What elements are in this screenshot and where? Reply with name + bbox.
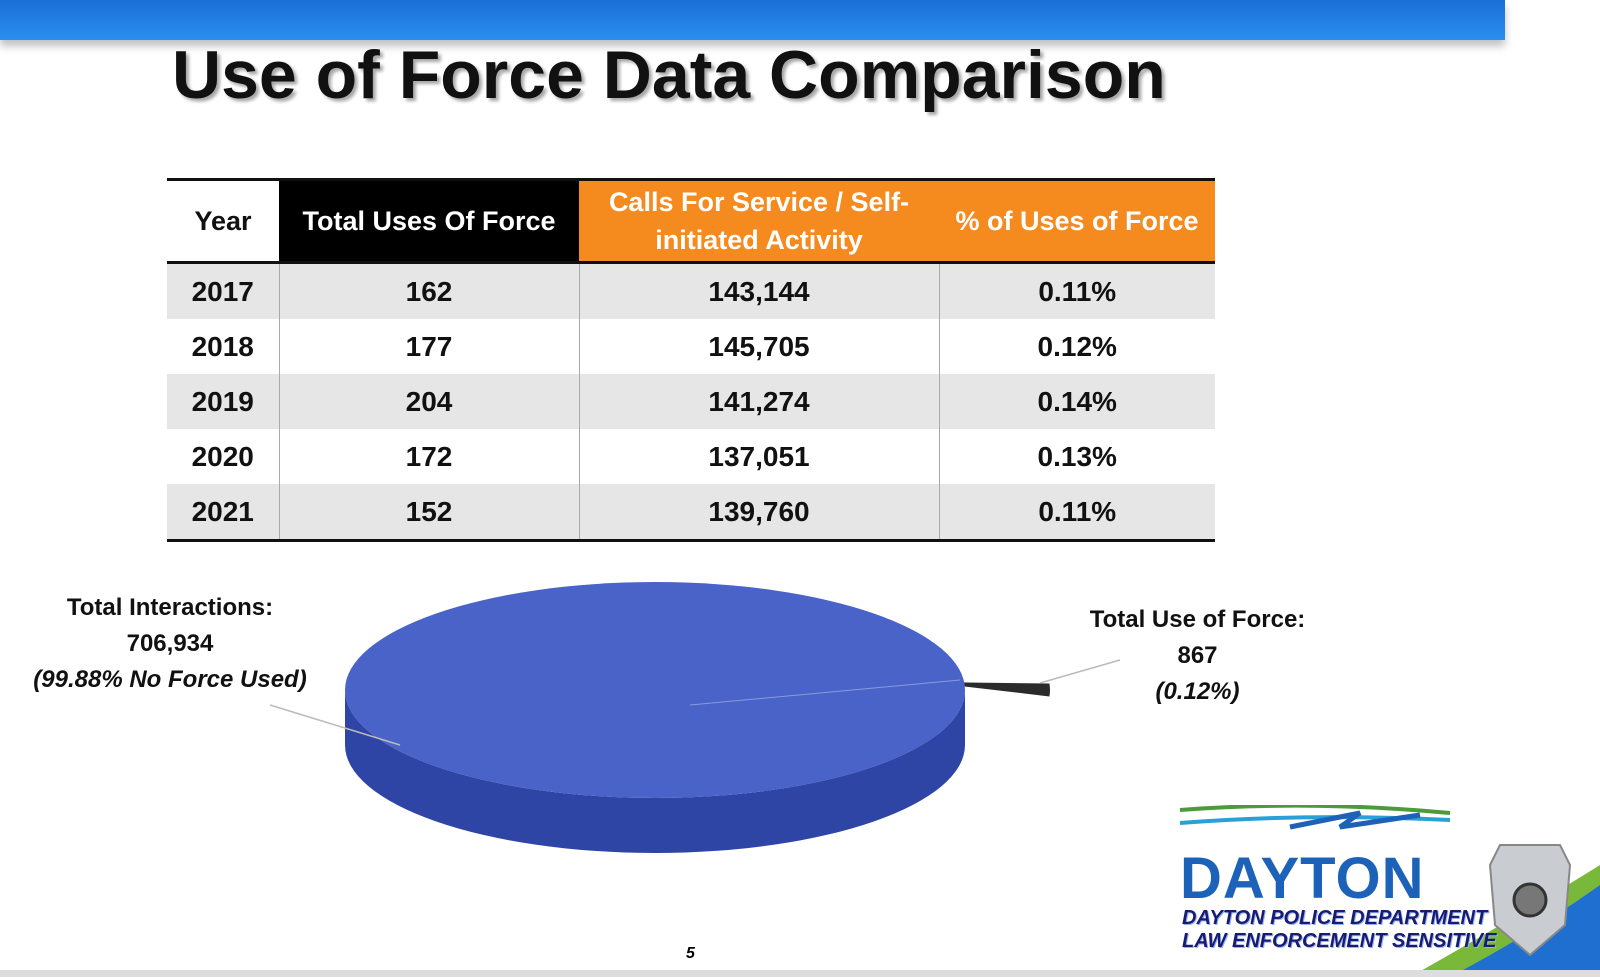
slice-name: Total Use of Force: — [1089, 606, 1306, 633]
dayton-police-logo: DAYTON DAYTON POLICE DEPARTMENT LAW ENFO… — [1160, 805, 1600, 977]
use-of-force-table: Year Total Uses Of Force Calls For Servi… — [167, 178, 1215, 542]
cell-total-uses: 204 — [278, 374, 579, 429]
table-row: 2020 172 137,051 0.13% — [167, 429, 1215, 484]
top-banner — [0, 0, 1505, 40]
slice-value: 706,934 — [126, 630, 214, 657]
cell-calls: 145,705 — [578, 319, 939, 374]
header-year: Year — [167, 179, 279, 263]
slice-percent: (99.88% No Force Used) — [33, 666, 307, 693]
table-row: 2019 204 141,274 0.14% — [167, 374, 1215, 429]
cell-percent: 0.13% — [938, 429, 1215, 484]
table-row: 2017 162 143,144 0.11% — [167, 262, 1215, 319]
slice-name: Total Interactions: — [66, 594, 274, 621]
table-row: 2021 152 139,760 0.11% — [167, 484, 1215, 541]
cell-percent: 0.12% — [938, 319, 1215, 374]
leader-line-interactions-inner — [689, 679, 961, 706]
cell-percent: 0.14% — [938, 374, 1215, 429]
logo-line1: DAYTON POLICE DEPARTMENT — [1182, 907, 1488, 929]
cell-year: 2019 — [167, 374, 279, 429]
label-total-use-of-force: Total Use of Force: 867 (0.12%) — [1070, 602, 1325, 710]
leader-line-use-of-force — [1039, 659, 1121, 684]
pie-slice-side-interactions — [345, 690, 965, 853]
label-total-interactions: Total Interactions: 706,934 (99.88% No F… — [30, 590, 310, 698]
table-row: 2018 177 145,705 0.12% — [167, 319, 1215, 374]
cell-year: 2018 — [167, 319, 279, 374]
cell-total-uses: 162 — [278, 262, 579, 319]
cell-year: 2017 — [167, 262, 279, 319]
logo-wordmark: DAYTON — [1180, 846, 1425, 911]
cell-calls: 141,274 — [578, 374, 939, 429]
footer-bar — [0, 970, 1600, 977]
cell-total-uses: 177 — [278, 319, 579, 374]
slide-title: Use of Force Data Comparison — [172, 37, 1166, 113]
header-calls: Calls For Service / Self-initiated Activ… — [579, 179, 939, 263]
cell-calls: 143,144 — [578, 262, 939, 319]
cell-calls: 137,051 — [578, 429, 939, 484]
cell-total-uses: 172 — [278, 429, 579, 484]
cell-percent: 0.11% — [938, 484, 1215, 541]
logo-graphic — [1179, 805, 1600, 977]
cell-percent: 0.11% — [938, 262, 1215, 319]
cell-year: 2020 — [167, 429, 279, 484]
leader-line-interactions — [269, 704, 401, 746]
logo-line2: LAW ENFORCEMENT SENSITIVE — [1182, 930, 1497, 952]
header-percent: % of Uses of Force — [939, 179, 1215, 263]
slice-percent: (0.12%) — [1155, 678, 1240, 705]
table-header-row: Year Total Uses Of Force Calls For Servi… — [167, 179, 1215, 263]
pie-slice-interactions — [345, 582, 965, 798]
cell-total-uses: 152 — [278, 484, 579, 541]
cell-calls: 139,760 — [578, 484, 939, 541]
cell-year: 2021 — [167, 484, 279, 541]
page-number: 5 — [686, 945, 695, 962]
header-total-uses: Total Uses Of Force — [279, 179, 579, 263]
slice-value: 867 — [1177, 642, 1218, 669]
